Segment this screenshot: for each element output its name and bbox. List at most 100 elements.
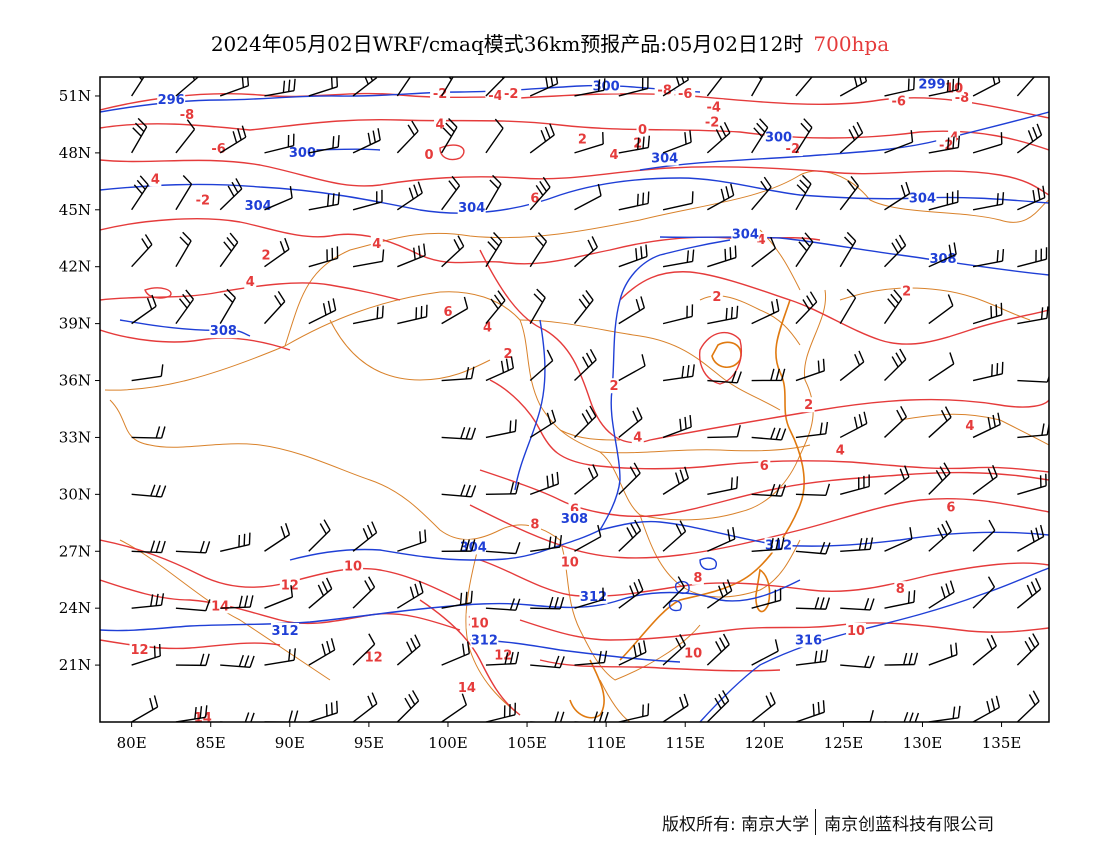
wind-barb — [396, 120, 419, 154]
lon-label: 80E — [117, 734, 147, 752]
wind-barb — [928, 135, 961, 154]
wind-barb — [396, 634, 421, 666]
temperature-label: 4 — [151, 172, 160, 187]
wind-barb — [219, 288, 236, 324]
wind-barb — [441, 118, 458, 154]
wind-barb — [175, 705, 208, 722]
wind-barb — [751, 639, 779, 666]
temperature-label: 2 — [578, 133, 587, 148]
wind-barb — [441, 77, 454, 97]
temperature-label-bg — [834, 442, 847, 458]
temperature-label: -4 — [488, 89, 502, 104]
temperature-label: 8 — [530, 518, 539, 533]
wind-barb — [884, 465, 910, 495]
wind-barb — [618, 407, 643, 438]
temperature-label: 14 — [211, 599, 229, 614]
wind-barb — [928, 242, 957, 268]
wind-barb — [928, 520, 952, 552]
temperature-label-bg — [370, 235, 383, 251]
lon-label: 85E — [196, 734, 226, 752]
wind-barb — [573, 290, 594, 325]
wind-barb — [485, 542, 521, 555]
wind-barb — [884, 130, 914, 154]
wind-barb — [662, 633, 686, 666]
wind-barb — [396, 77, 412, 97]
wind-barb — [131, 484, 167, 498]
wind-barb — [485, 481, 520, 496]
temperature-label-bg — [608, 378, 621, 394]
wind-barb — [884, 234, 907, 268]
wind-barb — [884, 527, 913, 552]
temperature-label: 10 — [471, 616, 489, 631]
temperature-label: -8 — [657, 83, 671, 98]
temperature-label: 14 — [194, 711, 212, 726]
wind-barb — [574, 183, 602, 211]
wind-barb — [574, 348, 597, 382]
wind-barb — [795, 291, 818, 325]
wind-barb — [706, 77, 723, 97]
temperature-label-bg — [631, 429, 644, 445]
wind-barb — [441, 235, 465, 268]
wind-barb — [662, 520, 687, 552]
geopotential-label-bg — [917, 77, 946, 92]
wind-barb — [175, 599, 211, 612]
wind-barb — [131, 77, 145, 97]
lon-label: 105E — [507, 734, 547, 752]
wind-barb — [662, 693, 689, 722]
wind-barb — [485, 77, 506, 97]
temperature-label: 2 — [504, 347, 513, 362]
wind-barb — [972, 361, 1004, 382]
temperature-label: -6 — [678, 87, 692, 102]
temperature-label-bg — [493, 647, 514, 663]
temperature-label-bg — [710, 289, 723, 305]
lat-label: 24N — [59, 599, 91, 617]
wind-barb — [308, 77, 339, 97]
wind-barb — [485, 356, 515, 382]
wind-barb — [175, 540, 211, 554]
geopotential-label: 299 — [918, 78, 945, 93]
temperature-label: 4 — [610, 148, 619, 163]
wind-barb — [618, 519, 642, 552]
temperature-label: 2 — [610, 379, 619, 394]
wind-barb — [352, 77, 378, 97]
wind-barb — [839, 350, 865, 382]
wind-barb — [131, 593, 165, 609]
lat-label: 45N — [59, 201, 91, 219]
wind-barb — [529, 471, 560, 496]
wind-barb — [131, 117, 148, 154]
wind-barb — [706, 579, 733, 609]
geopotential-label: 304 — [909, 191, 936, 206]
wind-barb — [574, 464, 599, 495]
wind-barb — [751, 176, 772, 211]
geopotential-label: 304 — [458, 201, 485, 216]
temperature-label-bg — [422, 146, 435, 162]
wind-barb — [751, 427, 787, 441]
temperature-label: 6 — [946, 501, 955, 516]
wind-barb — [529, 288, 546, 324]
axis-ticks: 51N 48N 45N 42N 39N 36N 33N 30N 27N 24N 21N 80E 85E 9… — [59, 87, 1022, 752]
wind-barb — [884, 590, 916, 609]
temperature-label: 6 — [530, 191, 539, 206]
wind-barb — [707, 245, 737, 268]
temperature-label: -6 — [892, 95, 906, 110]
wind-barb — [840, 537, 874, 552]
temperature-label: 4 — [246, 275, 255, 290]
wind-barb — [884, 652, 919, 666]
temperature-label-bg — [963, 418, 976, 434]
wind-barb — [220, 595, 254, 609]
wind-barb — [175, 175, 193, 211]
wind-barb — [1017, 247, 1048, 268]
wind-barb — [574, 587, 604, 609]
lon-label: 125E — [824, 734, 864, 752]
wind-barb — [707, 305, 739, 325]
temperature-label-bg — [846, 622, 867, 638]
wind-barb — [706, 121, 731, 154]
wind-barb — [839, 411, 868, 439]
lon-label: 115E — [665, 734, 705, 752]
wind-barb — [662, 576, 685, 609]
temperature-label-bg — [176, 106, 197, 122]
wind-barb — [485, 419, 517, 439]
temperature-label-bg — [654, 82, 675, 98]
temperature-label: 4 — [965, 419, 974, 434]
